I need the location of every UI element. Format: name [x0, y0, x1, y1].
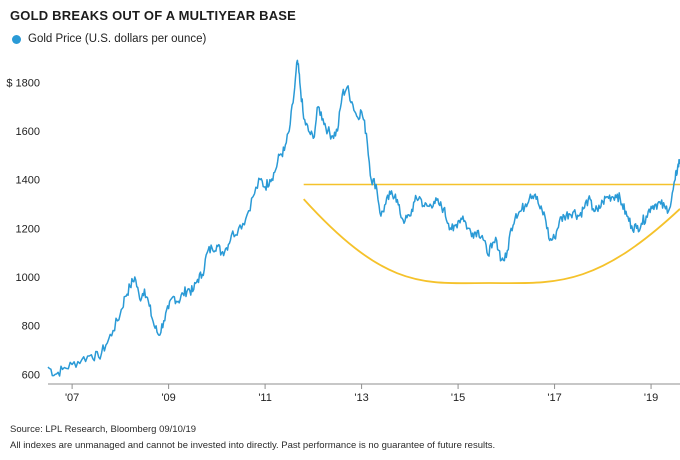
y-tick-label: 1400 [16, 175, 40, 187]
x-tick-label: '15 [451, 392, 465, 404]
gold-price-chart: 600 800 1000 1200 1400 1600 $ 1800 '07 '09 '11 '13… [6, 59, 680, 404]
y-tick-label: 1600 [16, 126, 40, 138]
x-tick-label: '13 [354, 392, 368, 404]
y-tick-label: $ 1800 [6, 77, 40, 89]
gold-price-line [47, 59, 680, 377]
disclaimer-note: All indexes are unmanaged and cannot be … [10, 440, 496, 451]
x-tick-label: '09 [161, 392, 175, 404]
base-arc [303, 198, 680, 285]
x-tick-label: '07 [65, 392, 79, 404]
y-tick-label: 1200 [16, 223, 40, 235]
axes: 600 800 1000 1200 1400 1600 $ 1800 '07 '09 '11 '13… [6, 77, 680, 404]
annotations [303, 183, 680, 285]
legend: Gold Price (U.S. dollars per ounce) [12, 33, 206, 45]
y-tick-label: 600 [22, 369, 40, 381]
source-note: Source: LPL Research, Bloomberg 09/10/19 [10, 424, 197, 435]
legend-label: Gold Price (U.S. dollars per ounce) [28, 33, 207, 45]
chart-title: GOLD BREAKS OUT OF A MULTIYEAR BASE [10, 8, 297, 23]
y-tick-label: 1000 [16, 272, 40, 284]
series-group [47, 59, 680, 377]
x-tick-label: '11 [258, 392, 272, 404]
legend-swatch [12, 34, 21, 44]
y-tick-label: 800 [22, 321, 40, 333]
x-tick-label: '17 [547, 392, 561, 404]
x-tick-label: '19 [644, 392, 658, 404]
